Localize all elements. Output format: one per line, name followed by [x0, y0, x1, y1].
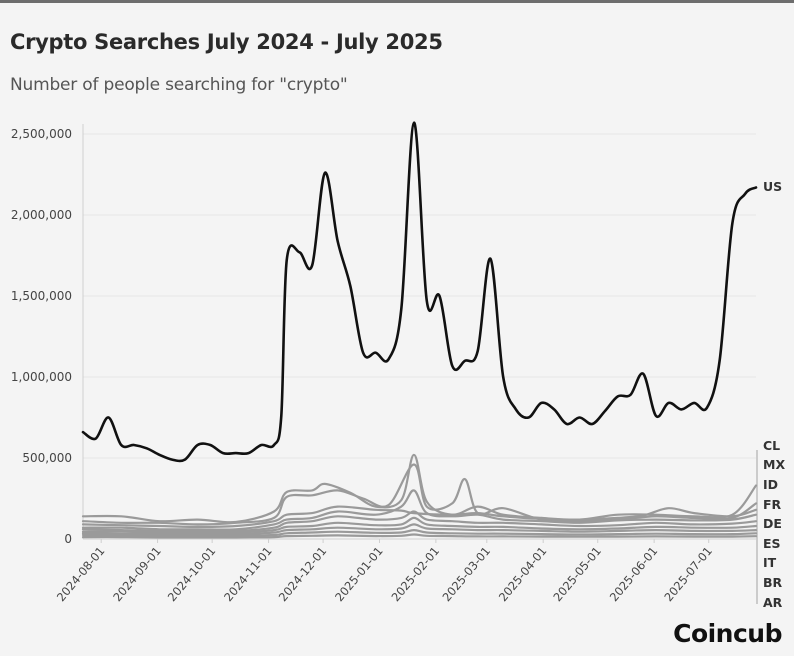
- grid-lines: [83, 133, 756, 459]
- series-label-br: BR: [763, 575, 783, 590]
- x-tick-label: 2025-06-01: [607, 544, 661, 604]
- series-label-it: IT: [763, 555, 777, 570]
- x-tick-label: 2025-01-01: [332, 544, 386, 604]
- series-label-ar: AR: [763, 595, 783, 610]
- series-label-cl: CL: [763, 438, 780, 453]
- series-label-de: DE: [763, 516, 782, 531]
- x-tick-label: 2024-08-01: [54, 544, 108, 604]
- x-tick-label: 2025-07-01: [661, 544, 715, 604]
- y-tick-label: 0: [64, 532, 72, 546]
- series-line-de: [81, 510, 758, 533]
- x-tick-label: 2025-04-01: [496, 544, 550, 604]
- series-line-ar: [81, 533, 758, 539]
- series-line-fr: [81, 489, 758, 531]
- series-label-id: ID: [763, 477, 778, 492]
- y-tick-label: 2,000,000: [11, 208, 72, 222]
- series-line-it: [81, 523, 758, 536]
- series-line-us: [81, 121, 758, 463]
- y-tick-label: 500,000: [22, 451, 72, 465]
- y-tick-label: 1,000,000: [11, 370, 72, 384]
- y-tick-labels: 0 500,000 1,000,000 1,500,000 2,000,000 2,500…: [11, 127, 72, 546]
- x-tick-label: 2025-03-01: [439, 544, 493, 604]
- country-lines: [81, 453, 758, 539]
- series-line-es: [81, 516, 758, 534]
- axes: [82, 124, 758, 604]
- y-tick-label: 2,500,000: [11, 127, 72, 141]
- series-label-es: ES: [763, 536, 781, 551]
- x-tick-label: 2024-10-01: [165, 544, 219, 604]
- x-tick-label: 2024-11-01: [221, 544, 275, 604]
- x-tick-labels: 2024-08-01 2024-09-01 2024-10-01 2024-11-01…: [54, 544, 715, 604]
- chart-title: Crypto Searches July 2024 - July 2025: [10, 30, 443, 54]
- y-tick-label: 1,500,000: [11, 289, 72, 303]
- x-tick-label: 2024-09-01: [110, 544, 164, 604]
- series-label-mx: MX: [763, 457, 785, 472]
- us-line: [81, 121, 758, 463]
- x-tick-label: 2024-12-01: [276, 544, 330, 604]
- series-label-fr: FR: [763, 497, 782, 512]
- series-label-us: US: [763, 179, 782, 194]
- series-line-br: [81, 529, 758, 537]
- top-border: [0, 0, 794, 3]
- x-tick-label: 2025-05-01: [550, 544, 604, 604]
- coincub-logo: Coincub: [673, 619, 782, 648]
- series-line-id: [81, 505, 758, 529]
- x-tick-label: 2025-02-01: [388, 544, 442, 604]
- series-labels: US CL MX ID FR DE ES IT BR AR: [763, 179, 785, 610]
- chart-subtitle: Number of people searching for "crypto": [10, 75, 348, 95]
